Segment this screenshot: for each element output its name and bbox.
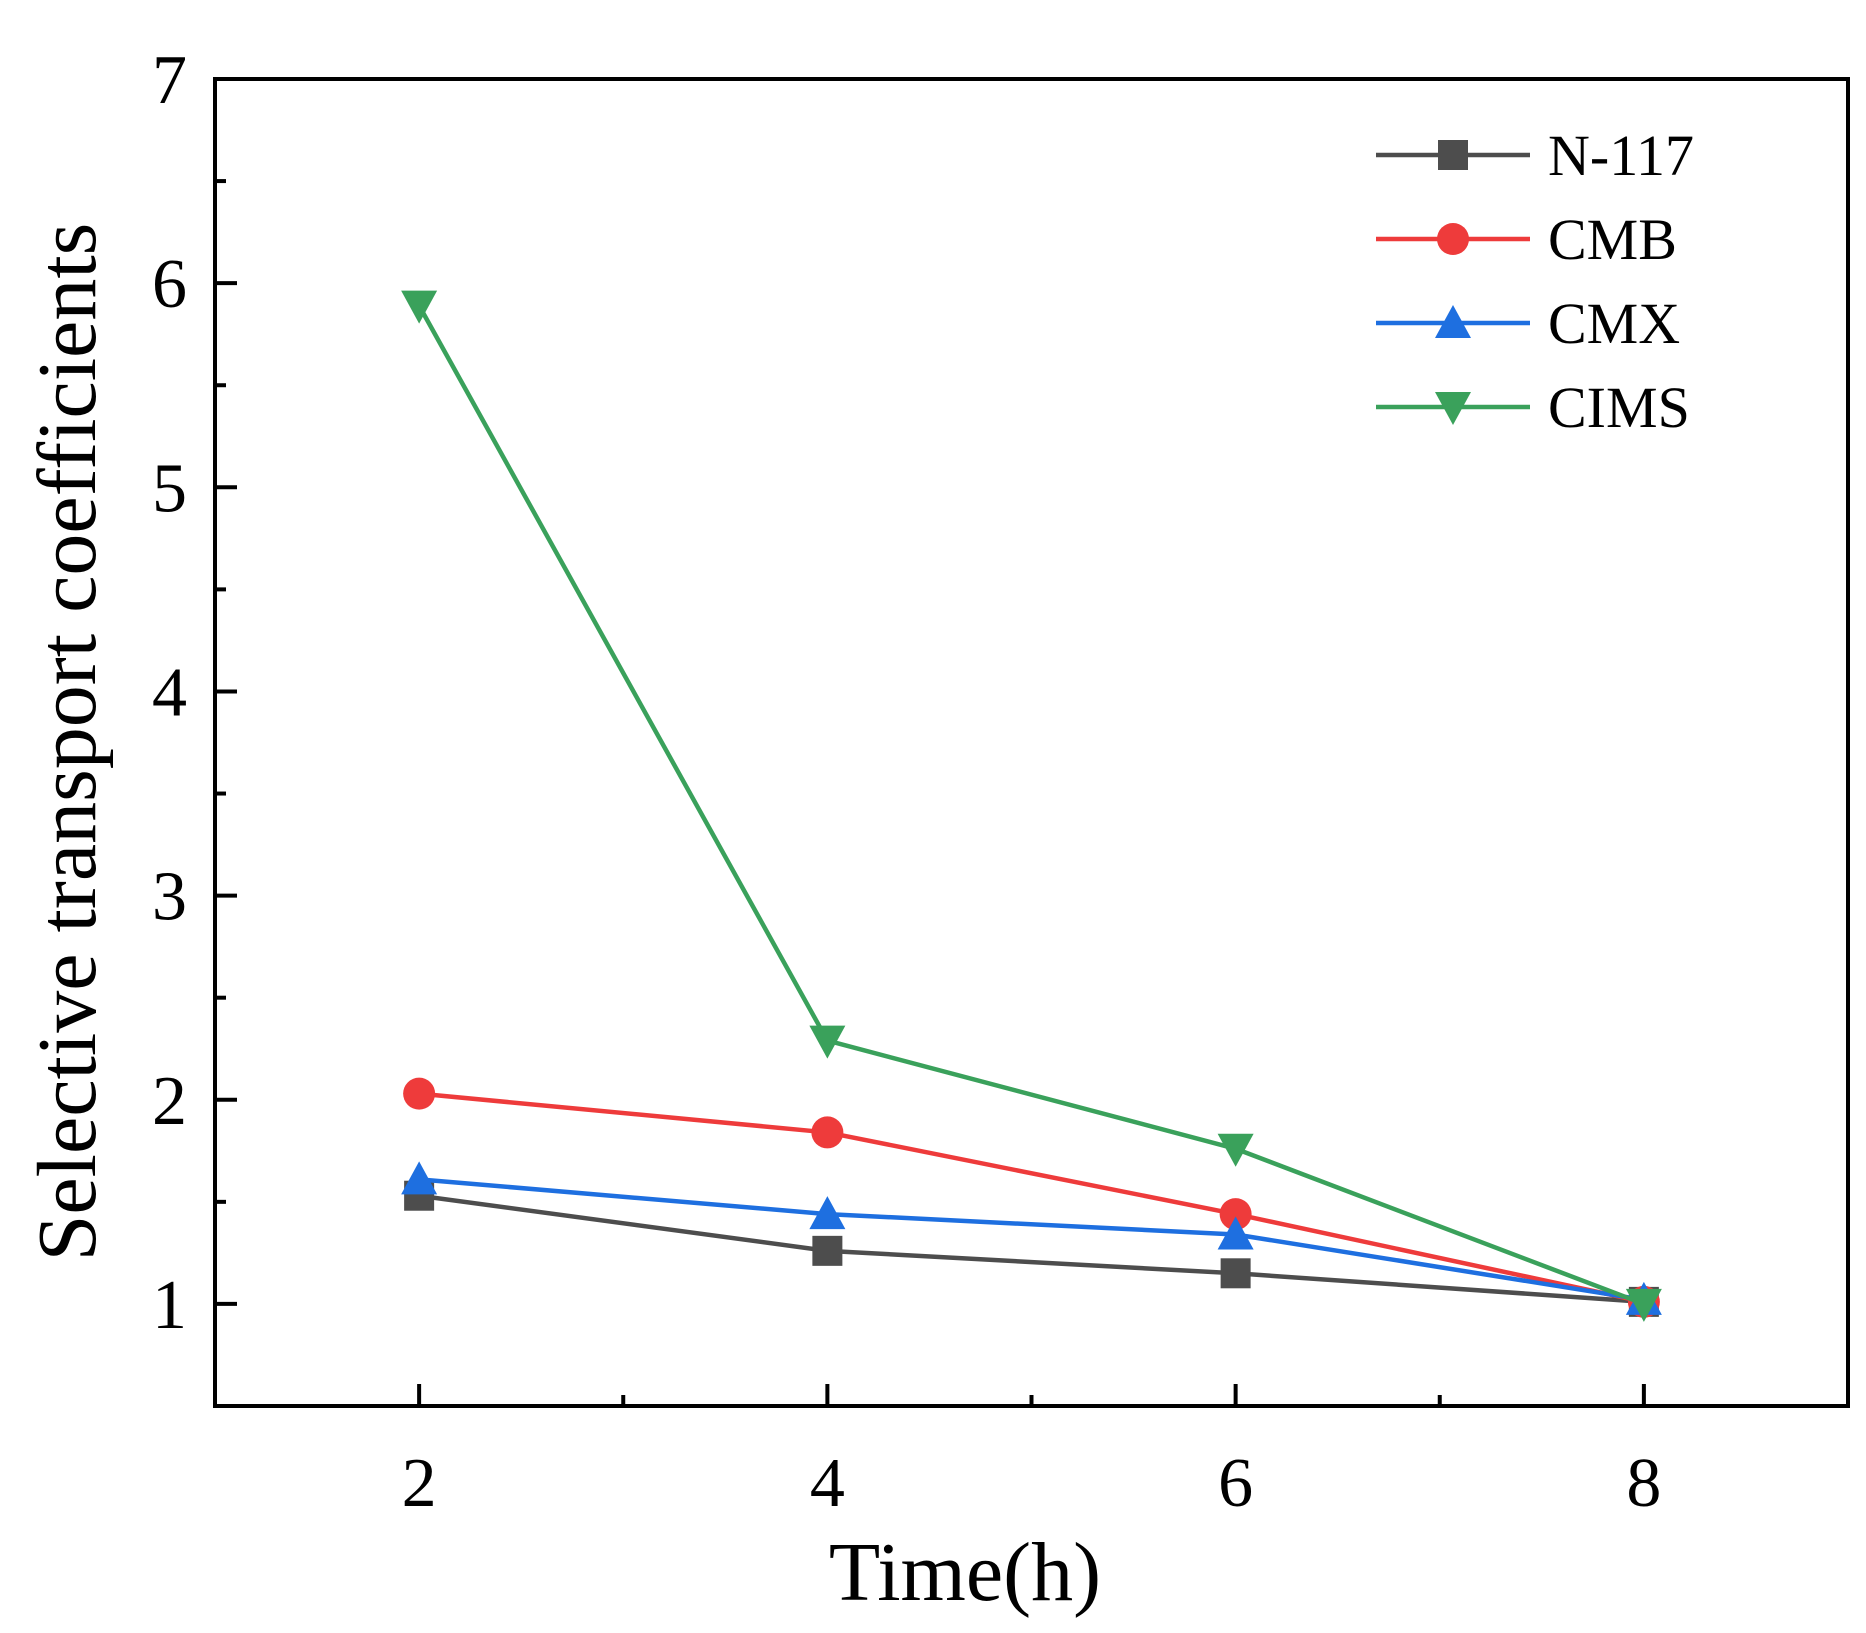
data-point-cmx: [809, 1196, 846, 1230]
series-line-cims: [417, 304, 1645, 1307]
y-tick-label: 4: [152, 654, 187, 731]
data-point-cmb: [1219, 1198, 1252, 1231]
data-point-cims: [809, 1025, 846, 1059]
legend-item-n-117: N-117: [1376, 123, 1694, 188]
y-tick-label: 6: [152, 246, 187, 323]
data-point-cims: [1217, 1133, 1254, 1167]
legend-marker-cmb: [1437, 223, 1469, 255]
legend-item-cmx: CMX: [1376, 291, 1680, 356]
x-tick-label: 8: [1626, 1445, 1661, 1522]
legend-marker-cims: [1435, 392, 1471, 425]
x-tick-label: 6: [1218, 1445, 1253, 1522]
data-point-n-117: [1220, 1258, 1251, 1289]
y-tick-label: 3: [152, 859, 187, 936]
y-tick-label: 7: [152, 42, 187, 119]
x-axis-title: Time(h): [829, 1526, 1101, 1619]
legend-label: CMX: [1548, 291, 1680, 356]
series-layer: [401, 290, 1662, 1322]
x-axis-ticks: 2 4 6 8: [402, 1384, 1661, 1522]
legend-item-cmb: CMB: [1376, 207, 1677, 272]
y-tick-label: 5: [152, 450, 187, 527]
y-tick-label: 2: [152, 1063, 187, 1140]
legend-label: CIMS: [1548, 375, 1690, 440]
data-point-cims: [401, 290, 438, 324]
y-axis-ticks: 1 2 3 4 5 6 7: [152, 42, 237, 1344]
legend-marker-n-117: [1438, 140, 1468, 170]
legend-label: N-117: [1548, 123, 1694, 188]
data-point-cmb: [811, 1116, 844, 1149]
legend-item-cims: CIMS: [1376, 375, 1690, 440]
legend-label: CMB: [1548, 207, 1677, 272]
x-tick-label: 2: [402, 1445, 437, 1522]
data-point-cmx: [1217, 1216, 1254, 1250]
series-cims: [401, 290, 1662, 1322]
legend: N-117 CMB CMX CIMS: [1376, 123, 1694, 440]
series-line-cmx: [418, 1177, 1645, 1303]
series-n-117: [404, 1180, 1659, 1317]
y-axis-title: Selective transport coefficients: [21, 223, 114, 1262]
series-line-n-117: [418, 1193, 1645, 1305]
data-point-cmb: [403, 1077, 436, 1110]
series-line-cmb: [418, 1091, 1645, 1305]
data-point-cmx: [401, 1161, 438, 1195]
y-tick-label: 1: [152, 1267, 187, 1344]
series-cmb: [403, 1077, 1660, 1318]
data-point-cims: [1625, 1288, 1662, 1322]
data-point-n-117: [812, 1235, 843, 1266]
x-tick-label: 4: [810, 1445, 845, 1522]
plot-frame: [213, 77, 1850, 1408]
legend-marker-cmx: [1435, 305, 1471, 338]
